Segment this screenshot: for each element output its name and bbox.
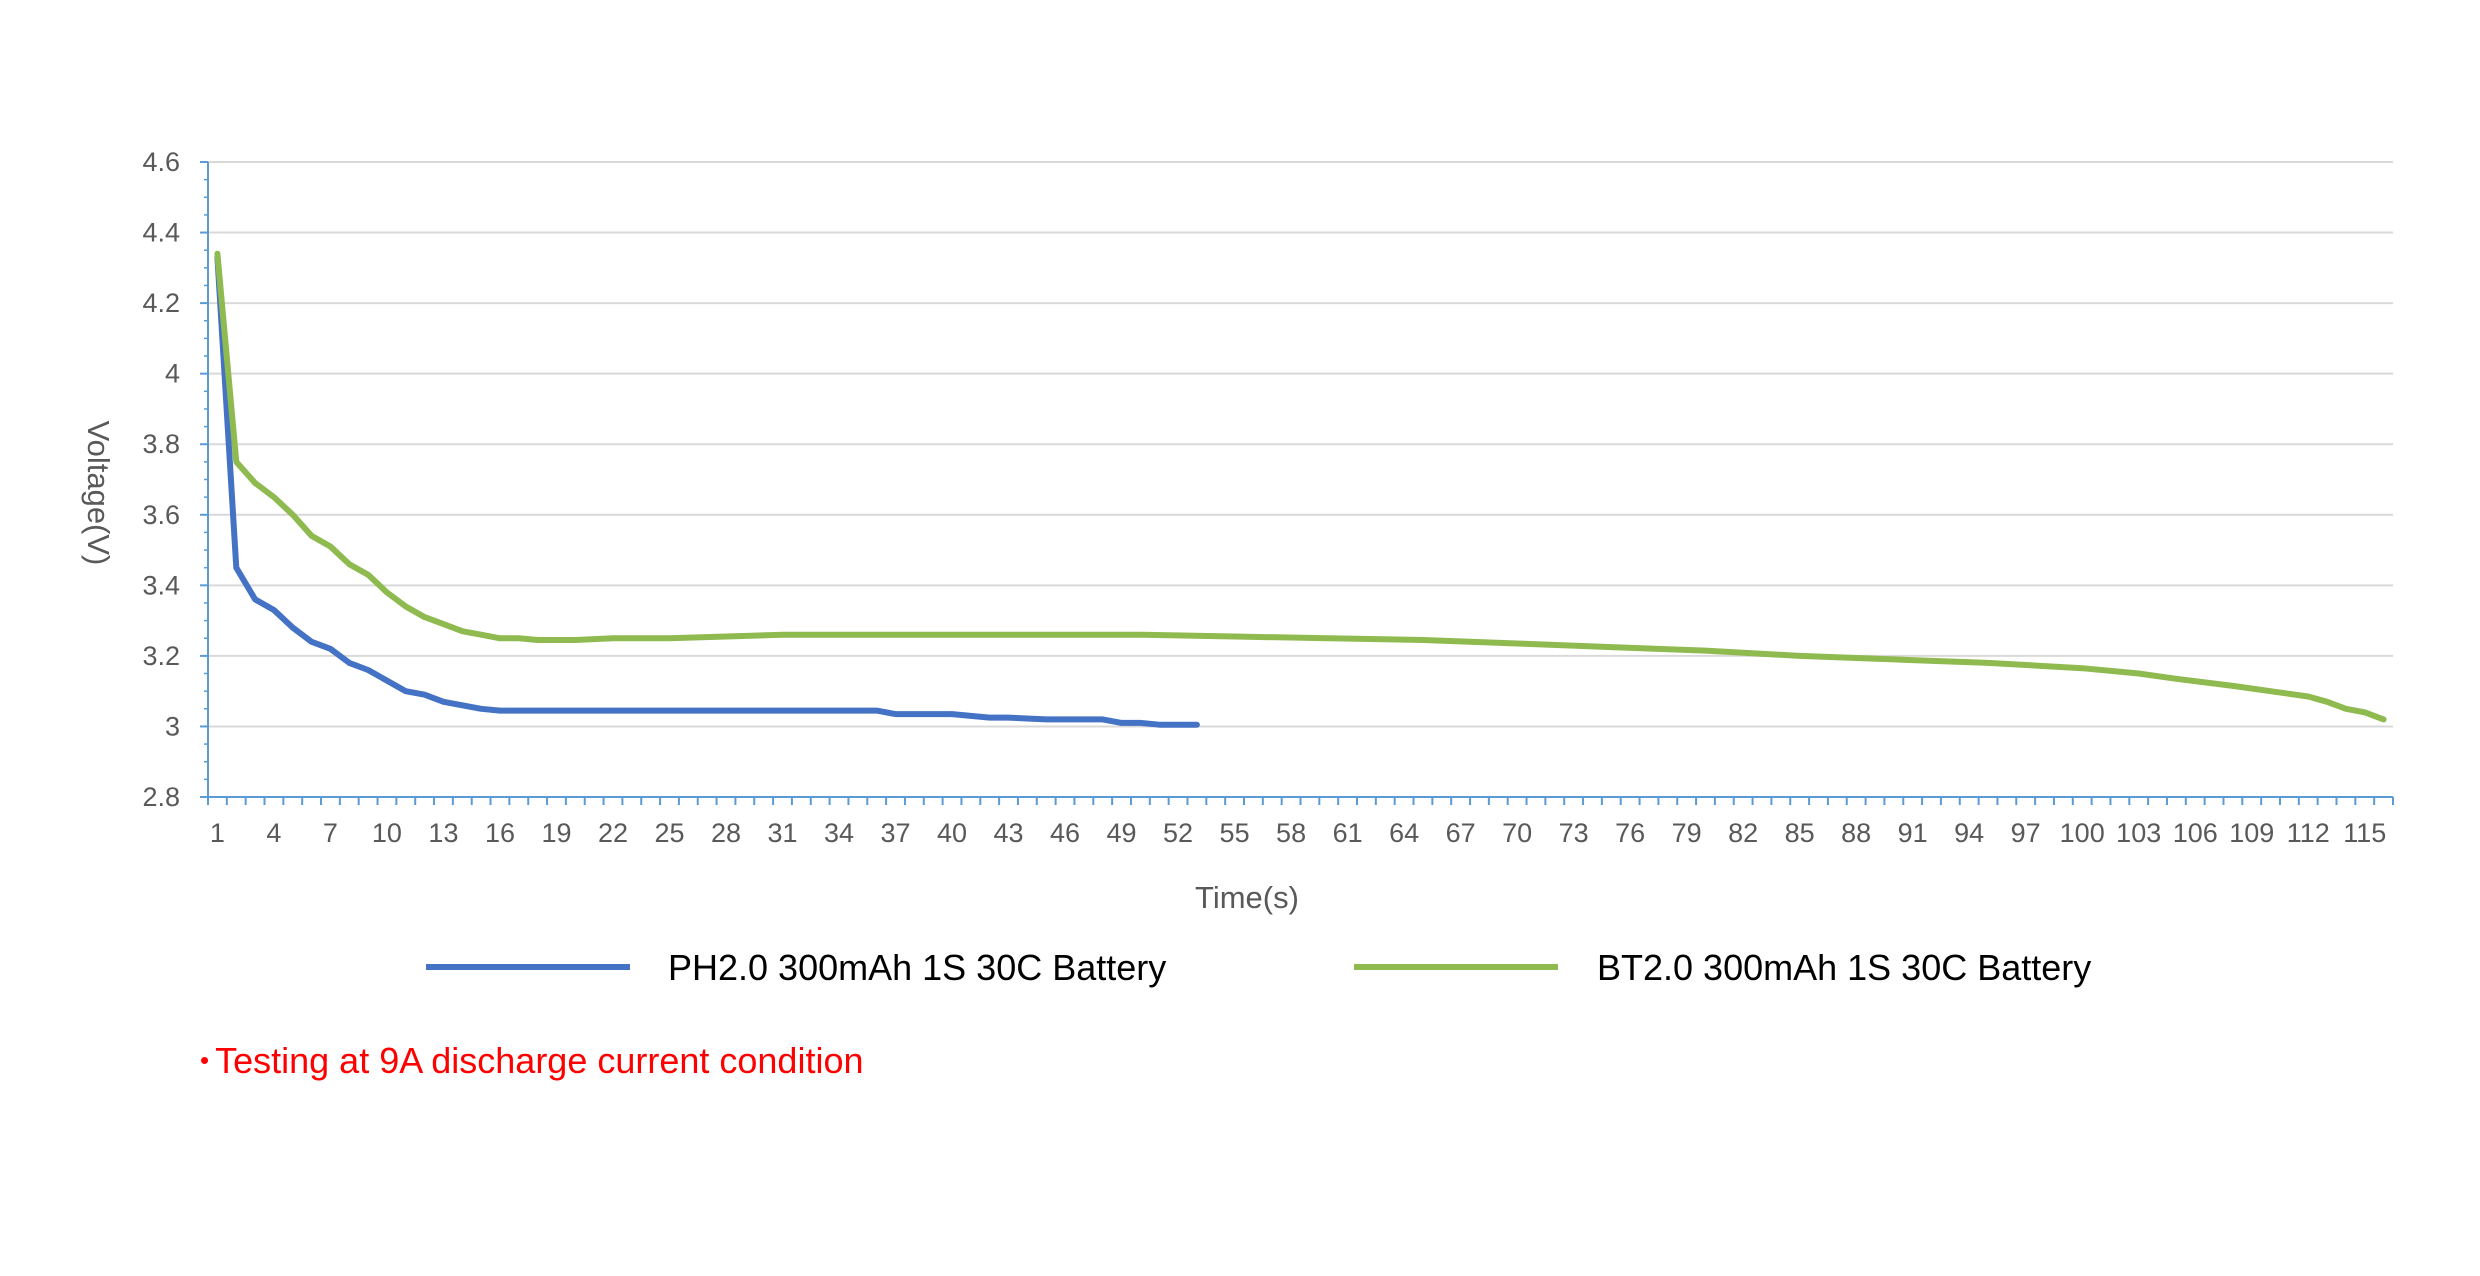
x-tick-label: 49 bbox=[1107, 818, 1137, 848]
series-lines bbox=[214, 250, 2387, 728]
x-tick-label: 97 bbox=[2011, 818, 2041, 848]
x-tick-label: 19 bbox=[541, 818, 571, 848]
x-tick-label: 34 bbox=[824, 818, 854, 848]
x-tick-label: 88 bbox=[1841, 818, 1871, 848]
y-tick-label: 3.4 bbox=[142, 570, 180, 600]
test-condition-note: • Testing at 9A discharge current conditi… bbox=[200, 1040, 864, 1082]
y-tick-label: 4.2 bbox=[142, 288, 180, 318]
x-tick-label: 46 bbox=[1050, 818, 1080, 848]
x-tick-label: 1 bbox=[210, 818, 225, 848]
x-tick-label: 31 bbox=[767, 818, 797, 848]
y-tick-label: 3.6 bbox=[142, 500, 180, 530]
x-tick-label: 10 bbox=[372, 818, 402, 848]
x-tick-label: 112 bbox=[2287, 818, 2330, 848]
x-tick-label: 43 bbox=[994, 818, 1024, 848]
x-tick-label: 67 bbox=[1446, 818, 1476, 848]
x-tick-label: 115 bbox=[2343, 818, 2386, 848]
x-tick-label: 76 bbox=[1615, 818, 1645, 848]
x-tick-label: 79 bbox=[1672, 818, 1702, 848]
legend-label-ph2: PH2.0 300mAh 1S 30C Battery bbox=[668, 947, 1166, 988]
test-condition-text: Testing at 9A discharge current conditio… bbox=[215, 1040, 864, 1081]
y-tick-label: 4.4 bbox=[142, 218, 180, 248]
x-tick-label: 106 bbox=[2173, 818, 2218, 848]
x-tick-label: 37 bbox=[880, 818, 910, 848]
axes bbox=[200, 161, 2394, 805]
x-tick-label: 82 bbox=[1728, 818, 1758, 848]
x-tick-label: 40 bbox=[937, 818, 967, 848]
y-tick-label: 4.6 bbox=[142, 147, 180, 177]
y-tick-label: 2.8 bbox=[142, 782, 180, 812]
series-line-bt2 bbox=[214, 250, 2387, 723]
gridlines bbox=[208, 161, 2393, 728]
x-axis-title: Time(s) bbox=[1195, 880, 1299, 915]
tick-labels: 4.6 4.4 4.2 4 3.8 3.6 3.4 3.2 3 2.8 1 4 7 10 13 16 19 22 2… bbox=[142, 147, 2386, 848]
x-tick-label: 94 bbox=[1954, 818, 1984, 848]
x-tick-label: 61 bbox=[1333, 818, 1363, 848]
x-tick-label: 7 bbox=[323, 818, 338, 848]
x-tick-label: 28 bbox=[711, 818, 741, 848]
x-tick-label: 70 bbox=[1502, 818, 1532, 848]
x-tick-label: 22 bbox=[598, 818, 628, 848]
x-tick-label: 103 bbox=[2116, 818, 2161, 848]
x-tick-label: 91 bbox=[1898, 818, 1928, 848]
x-tick-label: 16 bbox=[485, 818, 515, 848]
x-tick-label: 64 bbox=[1389, 818, 1419, 848]
x-tick-label: 109 bbox=[2229, 818, 2274, 848]
x-tick-label: 58 bbox=[1276, 818, 1306, 848]
x-tick-label: 55 bbox=[1220, 818, 1250, 848]
x-tick-label: 13 bbox=[428, 818, 458, 848]
series-line-ph2 bbox=[214, 254, 1200, 728]
legend: PH2.0 300mAh 1S 30C Battery BT2.0 300mAh… bbox=[426, 947, 2091, 988]
x-tick-label: 73 bbox=[1559, 818, 1589, 848]
y-tick-label: 3.2 bbox=[142, 641, 180, 671]
x-tick-label: 4 bbox=[266, 818, 281, 848]
y-tick-label: 3 bbox=[165, 711, 180, 741]
x-tick-label: 100 bbox=[2060, 818, 2105, 848]
y-tick-label: 4 bbox=[165, 359, 180, 389]
legend-label-bt2: BT2.0 300mAh 1S 30C Battery bbox=[1597, 947, 2091, 988]
bullet-icon: • bbox=[200, 1045, 210, 1075]
x-tick-label: 85 bbox=[1785, 818, 1815, 848]
x-tick-label: 52 bbox=[1163, 818, 1193, 848]
y-tick-label: 3.8 bbox=[142, 429, 180, 459]
x-tick-label: 25 bbox=[654, 818, 684, 848]
y-axis-title: Voltage(V) bbox=[81, 421, 116, 566]
